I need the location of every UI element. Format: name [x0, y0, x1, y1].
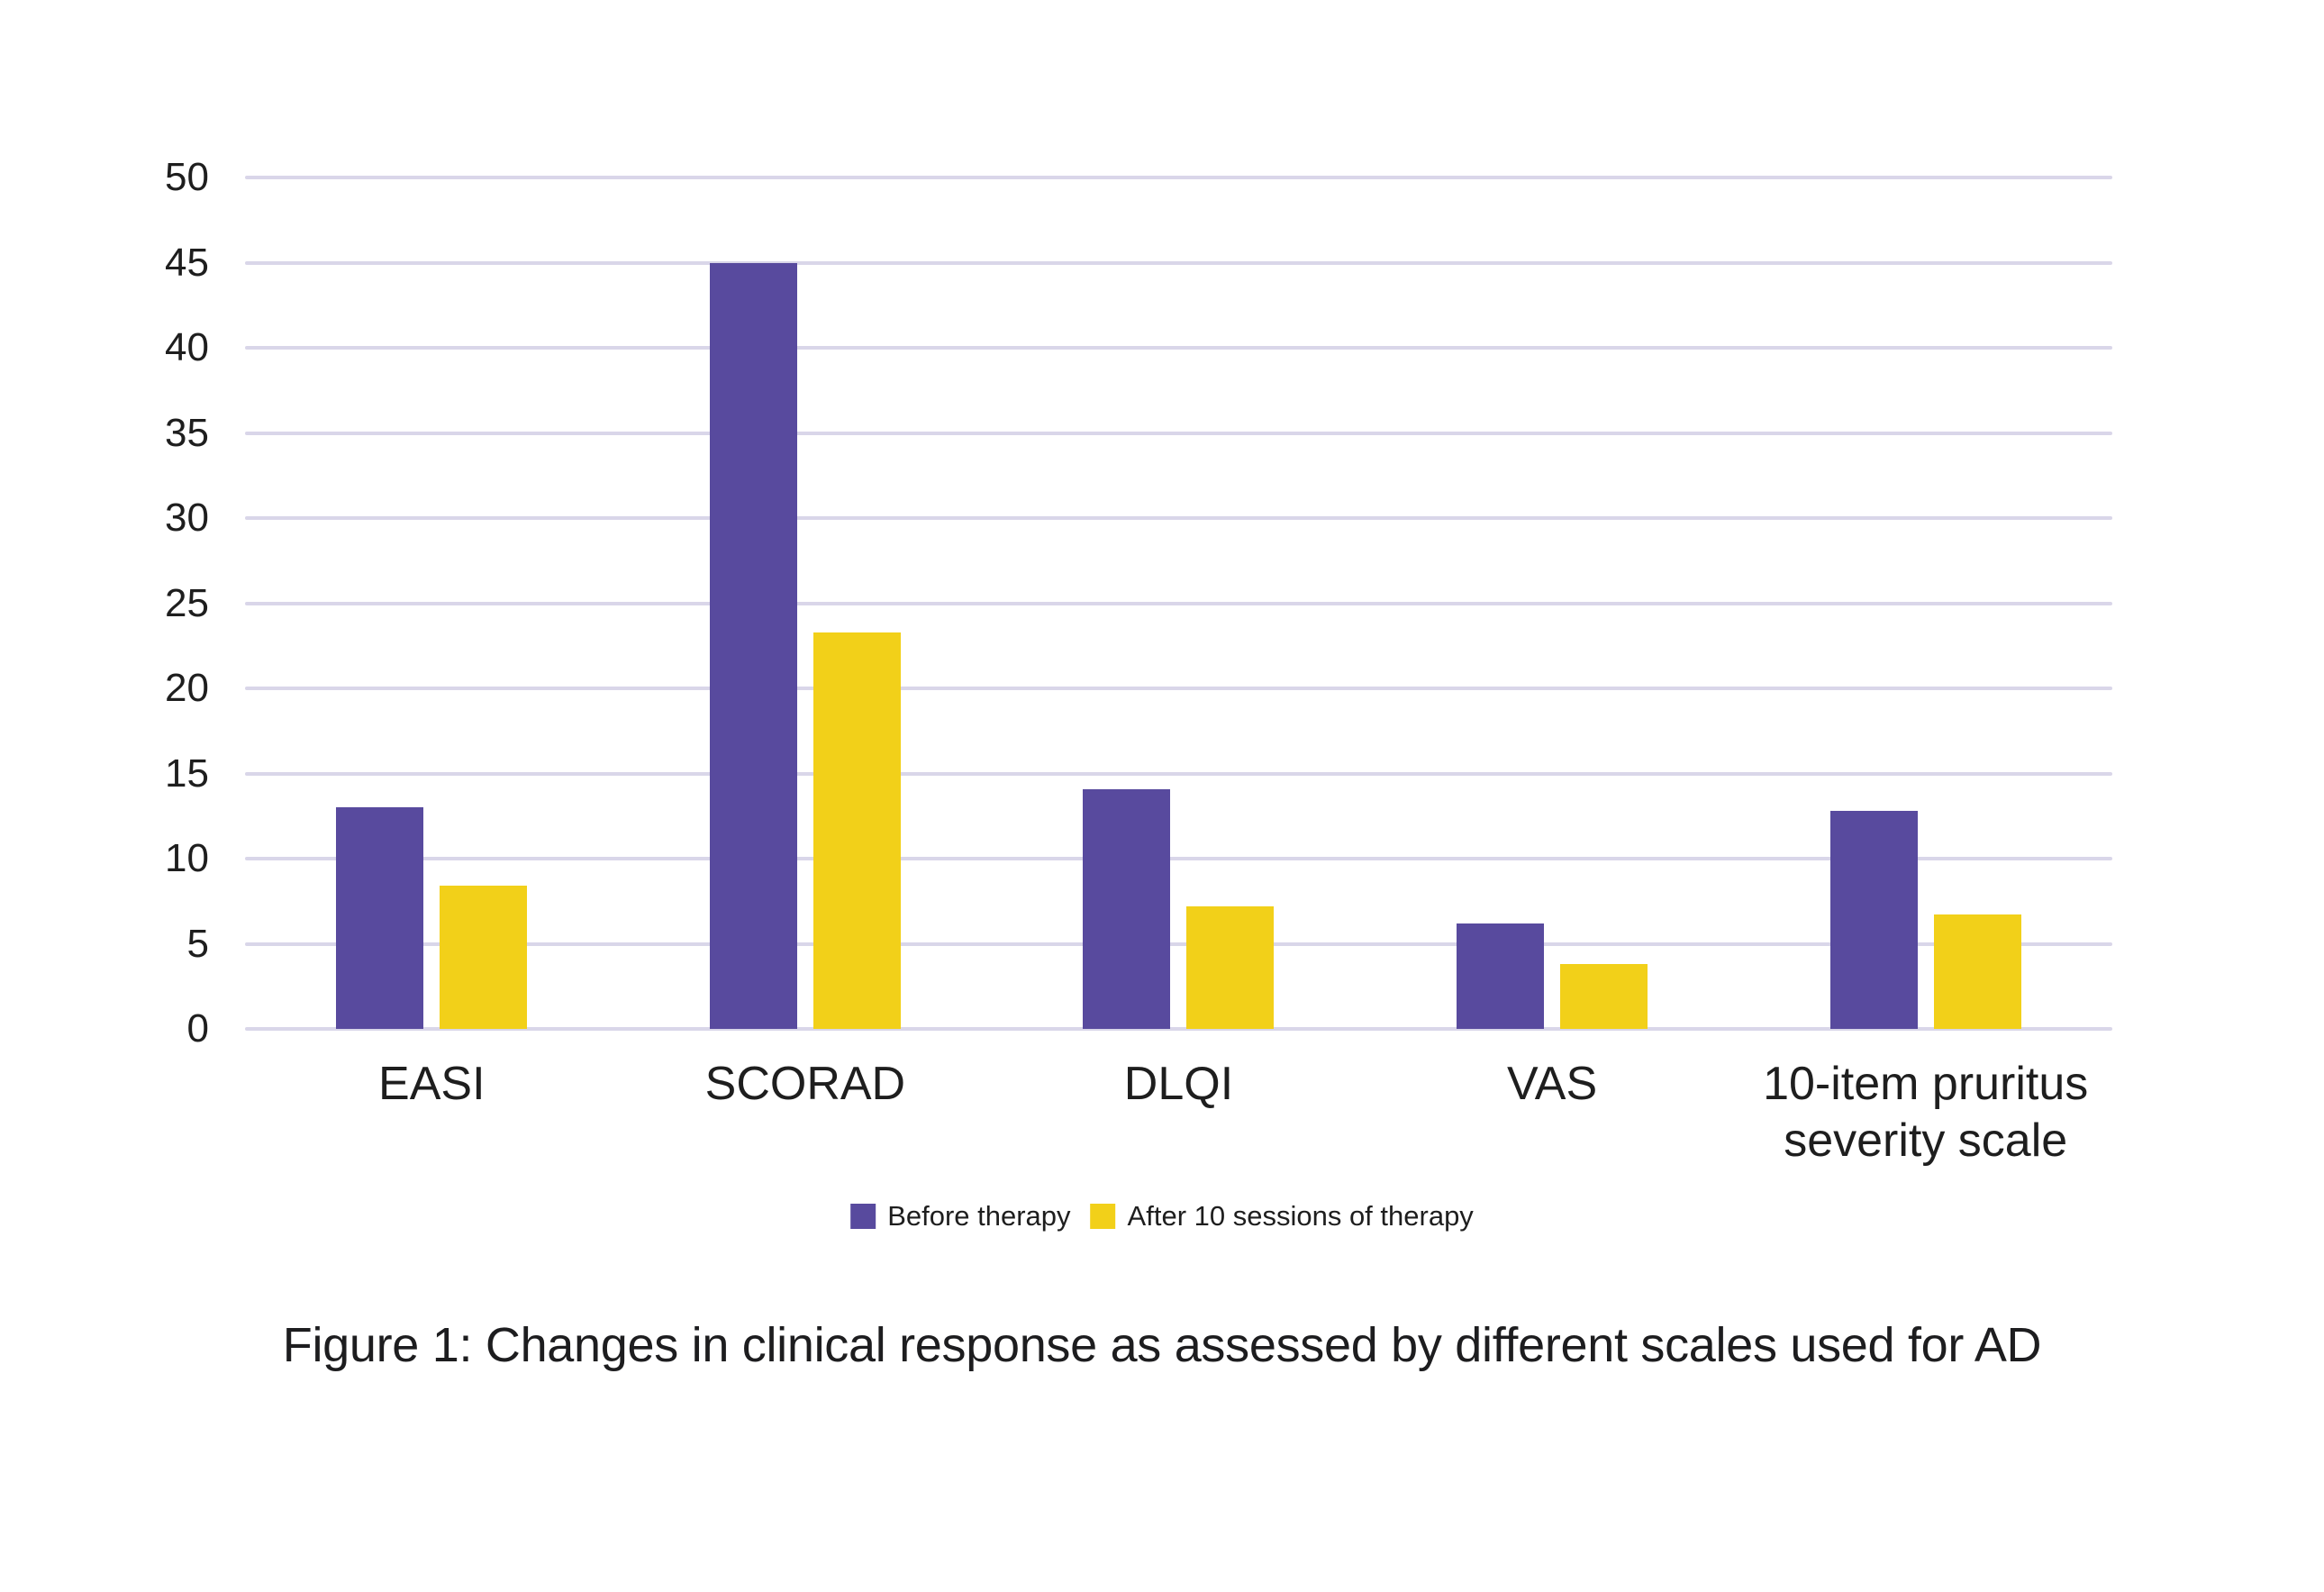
- bar-group-1: [245, 177, 619, 1029]
- bar-before-3: [1083, 788, 1171, 1029]
- y-tick-label-10: 10: [165, 836, 209, 880]
- y-axis: 0 5 10 15 20 25 30 35 40 45 50: [108, 158, 209, 1049]
- legend-swatch-2: [1090, 1204, 1116, 1229]
- gridline-0: [245, 1027, 2112, 1031]
- y-tick-label-40: 40: [165, 325, 209, 369]
- legend-label-2: After 10 sessions of therapy: [1127, 1200, 1474, 1232]
- y-tick-label-20: 20: [165, 666, 209, 710]
- gridline-35: [245, 431, 2112, 435]
- y-tick-label-5: 5: [186, 921, 209, 966]
- y-tick-label-25: 25: [165, 580, 209, 625]
- legend-item-1: Before therapy: [850, 1200, 1071, 1233]
- plot-area: [245, 176, 2112, 1031]
- bar-before-4: [1457, 923, 1545, 1029]
- gridline-20: [245, 687, 2112, 690]
- y-tick-label-30: 30: [165, 496, 209, 540]
- y-tick-label-35: 35: [165, 410, 209, 455]
- gridline-15: [245, 771, 2112, 776]
- gridline-25: [245, 601, 2112, 605]
- gridline-5: [245, 942, 2112, 946]
- y-tick-label-45: 45: [165, 240, 209, 285]
- y-tick-label-0: 0: [186, 1006, 209, 1051]
- bar-after-1: [440, 886, 528, 1029]
- y-tick-label-50: 50: [165, 155, 209, 199]
- bar-before-1: [336, 807, 424, 1029]
- bar-after-4: [1560, 964, 1648, 1029]
- bar-group-4: [1366, 177, 1739, 1029]
- x-category-label-2: SCORAD: [704, 1058, 906, 1110]
- gridline-10: [245, 857, 2112, 860]
- bars-layer: [245, 177, 2112, 1029]
- bar-after-5: [1933, 914, 2021, 1029]
- gridline-30: [245, 516, 2112, 520]
- bar-group-5: [1738, 177, 2112, 1029]
- figure-caption: Figure 1: Changes in clinical response a…: [282, 1318, 2042, 1372]
- x-category-label-3: DLQI: [1123, 1058, 1234, 1110]
- x-category-label-1: EASI: [378, 1058, 486, 1110]
- x-category-label-4: VAS: [1506, 1058, 1598, 1110]
- bar-after-3: [1186, 905, 1275, 1029]
- legend-swatch-1: [850, 1204, 876, 1229]
- legend: Before therapy After 10 sessions of thera…: [850, 1200, 1474, 1233]
- x-category-label-5: 10-item pruritus severity scale: [1763, 1058, 2089, 1168]
- bar-after-2: [812, 632, 901, 1029]
- y-tick-label-15: 15: [165, 751, 209, 796]
- legend-label-1: Before therapy: [887, 1200, 1071, 1232]
- bar-group-3: [992, 177, 1366, 1029]
- bar-before-5: [1829, 811, 1918, 1029]
- legend-item-2: After 10 sessions of therapy: [1090, 1200, 1474, 1233]
- gridline-40: [245, 346, 2112, 350]
- bar-group-2: [619, 177, 993, 1029]
- gridline-50: [245, 176, 2112, 179]
- gridline-45: [245, 260, 2112, 265]
- bar-before-2: [709, 262, 797, 1029]
